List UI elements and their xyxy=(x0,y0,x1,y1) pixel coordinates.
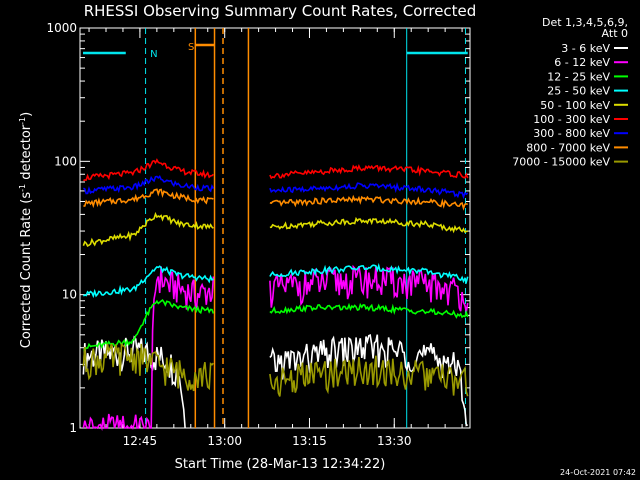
legend-label: 50 - 100 keV xyxy=(540,99,610,112)
series-line xyxy=(83,188,214,209)
legend-label: 12 - 25 keV xyxy=(547,70,610,83)
series-line xyxy=(269,302,469,319)
legend-label: 7000 - 15000 keV xyxy=(512,156,610,169)
series-line xyxy=(269,333,468,427)
series-line xyxy=(269,355,469,397)
legend-header: Att 0 xyxy=(602,27,628,40)
x-tick-label: 13:15 xyxy=(292,434,327,448)
y-tick-label: 10 xyxy=(62,288,77,302)
legend-header: Det 1,3,4,5,6,9, xyxy=(542,16,628,29)
night-label: N xyxy=(150,49,157,60)
series-line xyxy=(269,194,468,211)
series-line xyxy=(269,216,468,234)
plot-area: 1 10 100 1000 12:45 13:00 13:15 13:30 N S xyxy=(46,21,471,448)
legend-label: 100 - 300 keV xyxy=(533,113,610,126)
legend-label: 3 - 6 keV xyxy=(561,42,610,55)
y-axis-label: Corrected Count Rate (s-1 detector-1) xyxy=(18,112,34,348)
y-tick-label: 1 xyxy=(69,421,77,435)
x-tick-label: 13:30 xyxy=(377,434,412,448)
legend-label: 300 - 800 keV xyxy=(533,127,610,140)
series-line xyxy=(82,211,214,247)
series-line xyxy=(269,262,469,285)
y-tick-label: 100 xyxy=(54,154,77,168)
chart-title: RHESSI Observing Summary Count Rates, Co… xyxy=(84,2,477,20)
legend-label: 6 - 12 keV xyxy=(554,56,610,69)
series-line xyxy=(269,264,469,312)
series-line xyxy=(82,335,186,429)
plot-frame xyxy=(79,27,471,429)
series-line xyxy=(82,342,214,392)
x-axis-label: Start Time (28-Mar-13 12:34:22) xyxy=(175,457,386,472)
saa-label: S xyxy=(188,42,194,53)
footer-timestamp: 24-Oct-2021 07:42 xyxy=(560,468,636,477)
series-line xyxy=(83,158,214,182)
series-line xyxy=(269,163,469,180)
legend-label: 800 - 7000 keV xyxy=(526,141,610,154)
series-line xyxy=(82,266,215,431)
series-line xyxy=(83,298,215,352)
series-line xyxy=(83,174,215,195)
y-tick-label: 1000 xyxy=(46,21,77,35)
x-tick-label: 12:45 xyxy=(123,434,158,448)
x-tick-label: 13:00 xyxy=(207,434,242,448)
series-line xyxy=(269,182,469,200)
legend-label: 25 - 50 keV xyxy=(547,85,610,98)
series-line xyxy=(82,265,214,299)
